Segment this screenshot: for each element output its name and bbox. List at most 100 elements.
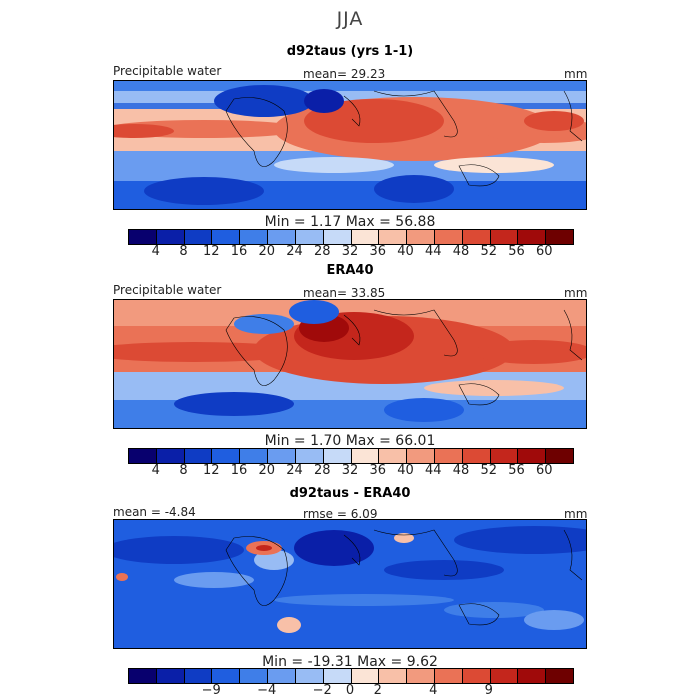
colorbar-swatch [323,230,352,244]
colorbar-tick-label: 40 [397,244,414,259]
colorbar-swatch [434,449,463,463]
colorbar-tick-label: 56 [508,463,525,478]
colorbar-swatch [546,449,573,463]
colorbar-tick-label: 20 [258,244,276,259]
colorbar-swatch [156,449,185,463]
colorbar-swatch [295,669,324,683]
colorbar-swatch [156,669,185,683]
colorbar-tick-label: 2 [373,683,382,698]
colorbar-tick-label: 0 [345,683,355,698]
colorbar-swatch [240,449,269,463]
colorbar-tick-label: 48 [452,244,470,259]
colorbar-swatch [490,669,519,683]
colorbar-3 [128,668,574,684]
colorbar-tick-label: 44 [424,463,442,478]
colorbar-swatch [268,669,296,683]
panel-2-field-label: Precipitable water [113,283,222,297]
colorbar-tick-label: 36 [369,244,387,259]
colorbar-swatch [407,669,435,683]
colorbar-swatch [295,449,324,463]
colorbar-swatch [129,449,157,463]
colorbar-swatch [462,230,491,244]
panel-1-title: d92taus (yrs 1-1) [286,44,414,59]
colorbar-tick-label: 28 [313,244,331,259]
colorbar-swatch [407,449,435,463]
colorbar-tick-label: 24 [286,244,303,259]
panel-3-rmse-label: rmse = 6.09 [303,507,378,521]
colorbar-tick-label: 52 [480,244,498,259]
colorbar-tick-label: −9 [201,683,221,698]
colorbar-tick-label: −2 [312,683,332,698]
colorbar-tick-label: 4 [151,463,160,478]
colorbar-swatch [434,230,463,244]
colorbar-swatch [156,230,185,244]
colorbar-tick-label: 8 [179,244,188,259]
colorbar-swatch [323,669,352,683]
colorbar-tick-label: 16 [230,244,248,259]
colorbar-tick-label: 60 [535,244,553,259]
colorbar-tick-label: 8 [179,463,188,478]
colorbar-swatch [546,230,573,244]
colorbar-tick-label: 12 [202,244,220,259]
colorbar-swatch [295,230,324,244]
colorbar-swatch [518,230,547,244]
colorbar-swatch [379,449,408,463]
colorbar-swatch [407,230,435,244]
colorbar-tick-label: 4 [151,244,160,259]
panel-2-units-label: mm [564,286,588,300]
colorbar-2-ticks: 4 8 12 16 20 24 28 32 36 40 44 48 52 56 60 [128,463,574,481]
colorbar-swatch [129,669,157,683]
colorbar-swatch [129,230,157,244]
panel-2-min-max: Min = 1.70 Max = 66.01 [264,433,436,449]
colorbar-tick-label: 48 [452,463,470,478]
panel-3-mean-label: mean = -4.84 [113,505,196,519]
main-title: JJA [336,8,364,30]
colorbar-swatch [434,669,463,683]
colorbar-tick-label: 56 [508,244,525,259]
panel-1-units-label: mm [564,67,588,81]
colorbar-tick-label: 32 [341,244,359,259]
panel-3-units-label: mm [564,507,588,521]
panel-1-map [113,80,587,210]
colorbar-swatch [546,669,573,683]
colorbar-swatch [462,449,491,463]
colorbar-3-ticks: −9 −4 −2 0 2 4 9 [128,683,574,699]
colorbar-swatch [268,449,296,463]
colorbar-swatch [184,669,213,683]
colorbar-swatch [212,449,241,463]
colorbar-swatch [351,449,380,463]
colorbar-tick-label: −4 [257,683,277,698]
colorbar-tick-label: 16 [230,463,248,478]
panel-3-map [113,519,587,649]
colorbar-swatch [323,449,352,463]
colorbar-swatch [518,449,547,463]
colorbar-tick-label: 60 [535,463,553,478]
colorbar-tick-label: 24 [286,463,303,478]
colorbar-swatch [240,230,269,244]
colorbar-swatch [351,230,380,244]
colorbar-tick-label: 40 [397,463,414,478]
colorbar-tick-label: 52 [480,463,498,478]
colorbar-tick-label: 20 [258,463,276,478]
panel-2-mean-label: mean= 33.85 [303,286,386,300]
colorbar-swatch [351,669,380,683]
panel-1-min-max: Min = 1.17 Max = 56.88 [264,214,436,230]
panel-2-title: ERA40 [326,263,374,278]
colorbar-swatch [240,669,269,683]
colorbar-tick-label: 4 [429,683,438,698]
colorbar-swatch [379,230,408,244]
panel-2-map [113,299,587,429]
colorbar-tick-label: 44 [424,244,442,259]
colorbar-swatch [462,669,491,683]
colorbar-tick-label: 12 [202,463,220,478]
colorbar-swatch [490,449,519,463]
colorbar-1-ticks: 4 8 12 16 20 24 28 32 36 40 44 48 52 56 60 [128,244,574,262]
panel-3-min-max: Min = -19.31 Max = 9.62 [262,654,438,670]
colorbar-swatch [184,449,213,463]
colorbar-tick-label: 36 [369,463,387,478]
colorbar-swatch [184,230,213,244]
colorbar-2 [128,448,574,464]
colorbar-tick-label: 28 [313,463,331,478]
panel-3-title: d92taus - ERA40 [289,486,411,501]
panel-1-field-label: Precipitable water [113,64,222,78]
